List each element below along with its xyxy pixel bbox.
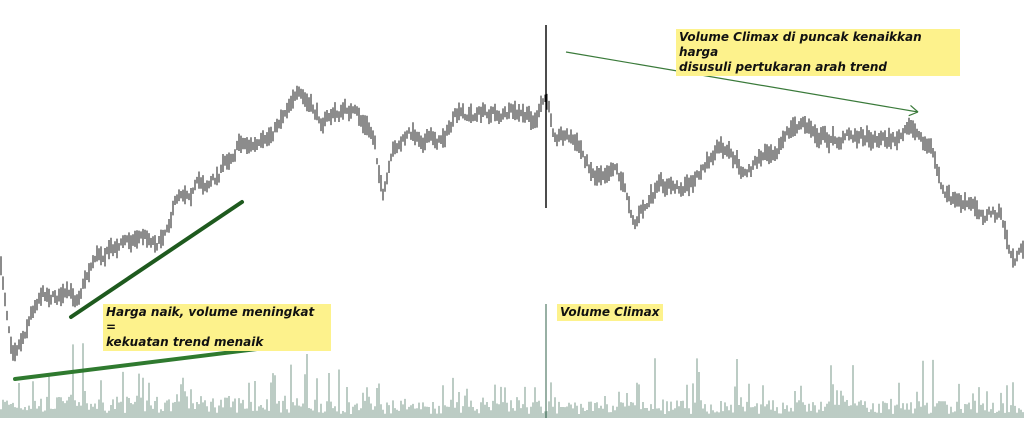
arrow-head [908, 111, 919, 117]
price-bars [0, 25, 1024, 362]
arrow-head [910, 104, 919, 113]
volume-bars [0, 304, 1024, 418]
annotation-volume-climax: Volume Climax [557, 304, 663, 321]
arrow-shaft [565, 51, 919, 113]
volume-trend-line [13, 346, 267, 381]
price-trend-line [69, 200, 244, 319]
annotation-climax-trend-change: Volume Climax di puncak kenaikkan harga … [676, 29, 960, 76]
trend-change-arrow [565, 51, 919, 117]
annotation-rising-trend: Harga naik, volume meningkat = kekuatan … [103, 304, 331, 351]
